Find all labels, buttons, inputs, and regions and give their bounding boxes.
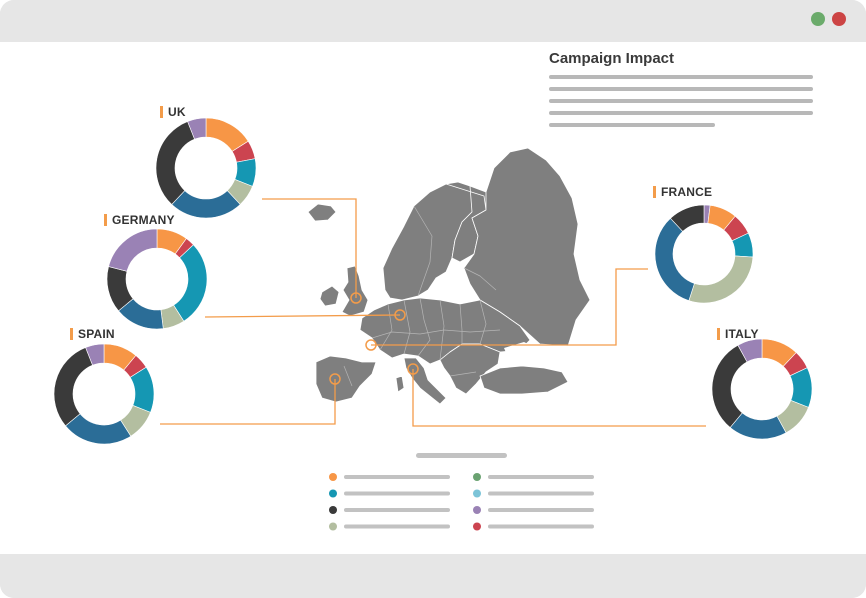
legend-text-line bbox=[488, 508, 594, 512]
connector-uk-marker bbox=[350, 292, 362, 304]
footer-bar bbox=[0, 554, 866, 598]
donut-slice-purple bbox=[187, 117, 207, 140]
turkey-shape bbox=[479, 365, 569, 395]
donut-slice-dark bbox=[155, 121, 195, 205]
donut-spain bbox=[53, 343, 155, 445]
label-italy: ITALY bbox=[717, 327, 759, 341]
legend-swatch-green bbox=[473, 473, 481, 481]
text-line bbox=[549, 99, 813, 103]
legend-text-line bbox=[488, 475, 594, 479]
legend-swatch-dark bbox=[329, 506, 337, 514]
page-title: Campaign Impact bbox=[549, 50, 675, 67]
connector-spain-marker bbox=[329, 373, 341, 385]
donut-slice-purple bbox=[85, 343, 105, 366]
donut-italy bbox=[711, 338, 813, 440]
connector-uk bbox=[262, 198, 357, 298]
country-name: UK bbox=[168, 105, 186, 119]
legend-swatch-red bbox=[473, 522, 481, 531]
close-button[interactable] bbox=[832, 12, 846, 26]
europe-map bbox=[307, 147, 591, 405]
label-spain: SPAIN bbox=[70, 327, 115, 341]
text-line bbox=[549, 123, 715, 127]
donut-slice-purple bbox=[108, 228, 158, 272]
connector-germany bbox=[204, 314, 401, 318]
label-marker bbox=[717, 328, 720, 340]
text-line bbox=[549, 87, 813, 91]
country-name: FRANCE bbox=[661, 185, 713, 199]
italy-shape bbox=[403, 357, 447, 405]
iberia-shape bbox=[315, 355, 377, 403]
legend-swatch-purple bbox=[473, 506, 481, 514]
donut-france bbox=[654, 204, 754, 304]
connector-france bbox=[371, 268, 648, 346]
legend-swatch-lightblue bbox=[473, 489, 481, 498]
donut-charts bbox=[53, 117, 813, 445]
legend bbox=[329, 453, 594, 531]
label-france: FRANCE bbox=[653, 185, 712, 199]
label-marker bbox=[104, 214, 107, 226]
legend-swatch-teal bbox=[329, 489, 337, 498]
description-text-lines bbox=[549, 75, 813, 127]
ireland-shape bbox=[319, 285, 340, 307]
country-name: ITALY bbox=[725, 327, 759, 341]
legend-title-line bbox=[416, 453, 507, 458]
label-marker bbox=[70, 328, 73, 340]
connector-italy-marker bbox=[407, 363, 419, 375]
donut-slice-dark bbox=[670, 204, 705, 232]
legend-text-line bbox=[344, 491, 450, 496]
connector-italy bbox=[412, 369, 706, 427]
country-name: GERMANY bbox=[112, 213, 175, 227]
connector-spain bbox=[160, 379, 336, 425]
donut-uk bbox=[155, 117, 257, 219]
donut-slice-blue bbox=[654, 217, 695, 301]
black-sea-area bbox=[504, 342, 540, 362]
legend-text-line bbox=[488, 491, 594, 496]
donut-slice-blue bbox=[171, 190, 241, 219]
legend-swatch-orange bbox=[329, 473, 337, 481]
donut-slice-blue bbox=[65, 413, 132, 445]
russia-shape bbox=[463, 147, 591, 347]
connector-france-marker bbox=[365, 339, 377, 351]
legend-text-line bbox=[488, 524, 594, 529]
connector-germany-marker bbox=[394, 309, 406, 321]
sardinia-shape bbox=[395, 375, 405, 393]
country-borders bbox=[343, 205, 501, 387]
connectors bbox=[160, 198, 706, 427]
great-britain-shape bbox=[341, 265, 369, 317]
legend-swatch-sage bbox=[329, 522, 337, 531]
minimize-button[interactable] bbox=[811, 12, 825, 26]
title-bar bbox=[0, 0, 866, 42]
iceland-shape bbox=[307, 203, 337, 222]
donut-slice-sage bbox=[688, 255, 754, 304]
donut-slice-dark bbox=[53, 347, 93, 427]
legend-text-line bbox=[344, 524, 450, 529]
legend-text-line bbox=[344, 508, 450, 512]
text-line bbox=[549, 75, 813, 79]
label-marker bbox=[653, 186, 656, 198]
text-line bbox=[549, 111, 813, 115]
legend-text-line bbox=[344, 475, 450, 479]
country-name: SPAIN bbox=[78, 327, 115, 341]
label-germany: GERMANY bbox=[104, 213, 175, 227]
label-marker bbox=[160, 106, 163, 118]
donut-germany bbox=[106, 228, 208, 330]
label-uk: UK bbox=[160, 105, 186, 119]
donut-slice-purple bbox=[737, 338, 763, 363]
